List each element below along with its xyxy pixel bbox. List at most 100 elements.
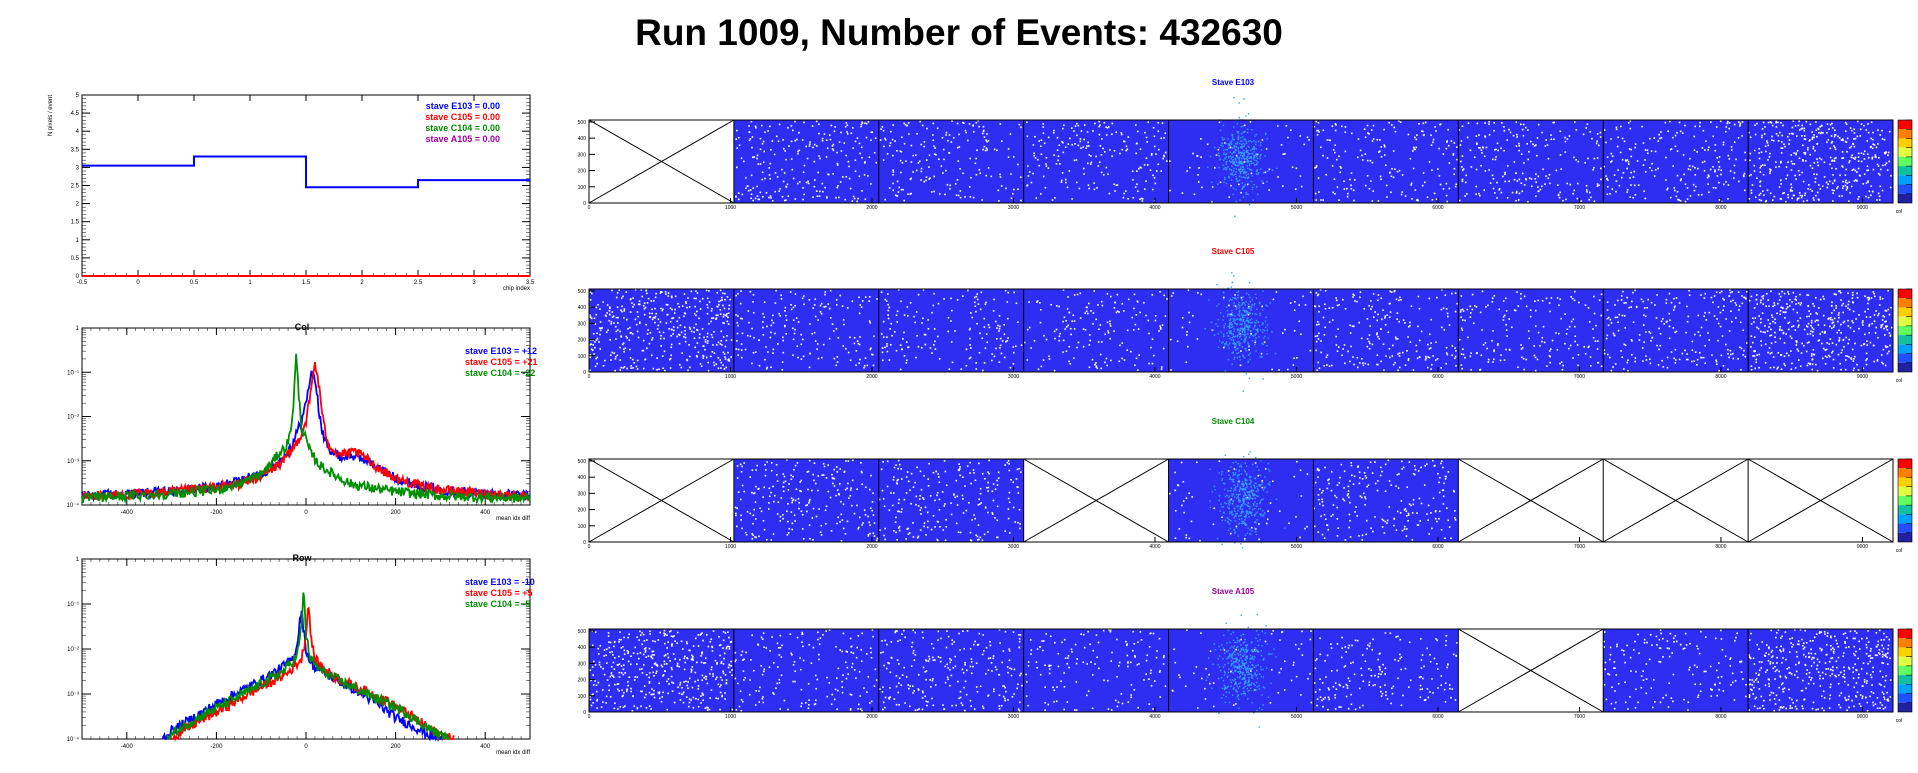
- hit-pixel: [1461, 329, 1464, 331]
- hit-pixel: [614, 356, 617, 358]
- beam-spot-pixel: [1230, 169, 1233, 172]
- hit-pixel: [1371, 161, 1374, 164]
- hit-pixel: [723, 307, 726, 310]
- beam-spot-pixel: [1241, 298, 1243, 300]
- y-tick-label: 0.5: [71, 256, 80, 262]
- hit-pixel: [1285, 125, 1288, 127]
- hit-pixel: [1790, 368, 1793, 371]
- hit-pixel: [1781, 147, 1784, 150]
- hit-pixel: [1617, 329, 1620, 332]
- hit-pixel: [1877, 337, 1879, 339]
- hit-pixel: [1689, 168, 1692, 171]
- hit-pixel: [909, 302, 912, 304]
- hit-pixel: [1452, 153, 1455, 155]
- hit-pixel: [1603, 352, 1606, 355]
- hit-pixel: [1370, 129, 1373, 131]
- hit-pixel: [1089, 163, 1092, 165]
- hit-pixel: [1630, 338, 1633, 341]
- hit-pixel: [764, 131, 766, 134]
- hit-pixel: [1378, 151, 1380, 153]
- beam-spot-pixel: [1234, 161, 1236, 163]
- beam-spot-pixel: [1257, 153, 1260, 156]
- hit-pixel: [981, 337, 984, 340]
- hit-pixel: [1853, 358, 1855, 360]
- hit-pixel: [805, 145, 808, 148]
- hit-pixel: [1091, 358, 1094, 361]
- hit-pixel: [1376, 333, 1378, 336]
- y-tick-label: 2: [76, 202, 80, 208]
- hit-pixel: [792, 177, 795, 180]
- hit-pixel: [1064, 328, 1067, 330]
- hit-pixel: [1771, 135, 1773, 138]
- hit-pixel: [1809, 313, 1812, 315]
- hit-pixel: [837, 337, 840, 339]
- hit-pixel: [1870, 121, 1873, 124]
- hit-pixel: [1230, 184, 1232, 187]
- hit-pixel: [1582, 133, 1585, 136]
- hit-pixel: [1417, 295, 1420, 298]
- hit-pixel: [1535, 173, 1537, 175]
- hit-pixel: [1520, 293, 1522, 295]
- hit-pixel: [591, 292, 593, 295]
- hit-pixel: [1847, 307, 1849, 309]
- hit-pixel: [1165, 160, 1168, 162]
- beam-spot-pixel: [1219, 159, 1221, 161]
- hit-pixel: [1458, 129, 1461, 131]
- hit-pixel: [1673, 187, 1676, 189]
- beam-spot-pixel: [1231, 336, 1233, 339]
- hit-pixel: [1679, 130, 1682, 133]
- hit-pixel: [905, 362, 908, 364]
- hit-pixel: [1800, 302, 1803, 304]
- beam-spot-pixel: [1237, 148, 1239, 150]
- hit-pixel: [1808, 341, 1810, 343]
- x-tick-label: -400: [121, 744, 134, 750]
- hit-pixel: [1882, 362, 1884, 365]
- hit-pixel: [785, 314, 787, 317]
- hit-pixel: [1084, 312, 1087, 314]
- hit-pixel: [1361, 357, 1363, 360]
- hit-pixel: [1833, 159, 1835, 162]
- hit-pixel: [1668, 325, 1671, 328]
- beam-spot-pixel: [1241, 354, 1244, 356]
- hit-pixel: [687, 369, 689, 372]
- hit-pixel: [1879, 134, 1882, 136]
- hit-pixel: [1193, 193, 1196, 196]
- hit-pixel: [1040, 153, 1043, 156]
- hit-pixel: [1785, 200, 1787, 203]
- hit-pixel: [1634, 143, 1637, 145]
- hit-pixel: [1617, 299, 1619, 302]
- beam-spot-pixel: [1236, 130, 1238, 133]
- beam-spot-pixel: [1232, 335, 1235, 338]
- hit-pixel: [1324, 289, 1327, 292]
- hit-pixel: [998, 327, 1001, 330]
- beam-spot-pixel: [1250, 149, 1252, 152]
- hit-pixel: [1522, 134, 1525, 137]
- hit-pixel: [915, 356, 917, 359]
- hit-pixel: [1598, 144, 1600, 147]
- hit-pixel: [832, 330, 835, 332]
- hit-pixel: [1833, 189, 1835, 192]
- hit-pixel: [698, 336, 701, 339]
- hit-pixel: [827, 173, 830, 176]
- hit-pixel: [890, 322, 893, 325]
- hit-pixel: [822, 190, 824, 193]
- hit-pixel: [827, 303, 830, 305]
- hit-pixel: [1769, 121, 1772, 123]
- hit-pixel: [1004, 289, 1007, 292]
- beam-spot-pixel: [1243, 158, 1246, 161]
- hit-pixel: [1809, 362, 1811, 365]
- hit-pixel: [796, 182, 799, 185]
- hit-pixel: [1684, 200, 1687, 203]
- hit-pixel: [803, 303, 805, 306]
- hit-pixel: [1606, 186, 1609, 188]
- hit-pixel: [1875, 156, 1877, 158]
- beam-spot-pixel: [1233, 150, 1235, 153]
- hit-pixel: [1573, 189, 1576, 192]
- hit-pixel: [1454, 310, 1457, 313]
- hit-pixel: [627, 327, 629, 330]
- hit-pixel: [871, 353, 874, 356]
- hit-pixel: [1835, 157, 1837, 159]
- hit-pixel: [1841, 195, 1843, 197]
- beam-spot-pixel: [1266, 353, 1268, 355]
